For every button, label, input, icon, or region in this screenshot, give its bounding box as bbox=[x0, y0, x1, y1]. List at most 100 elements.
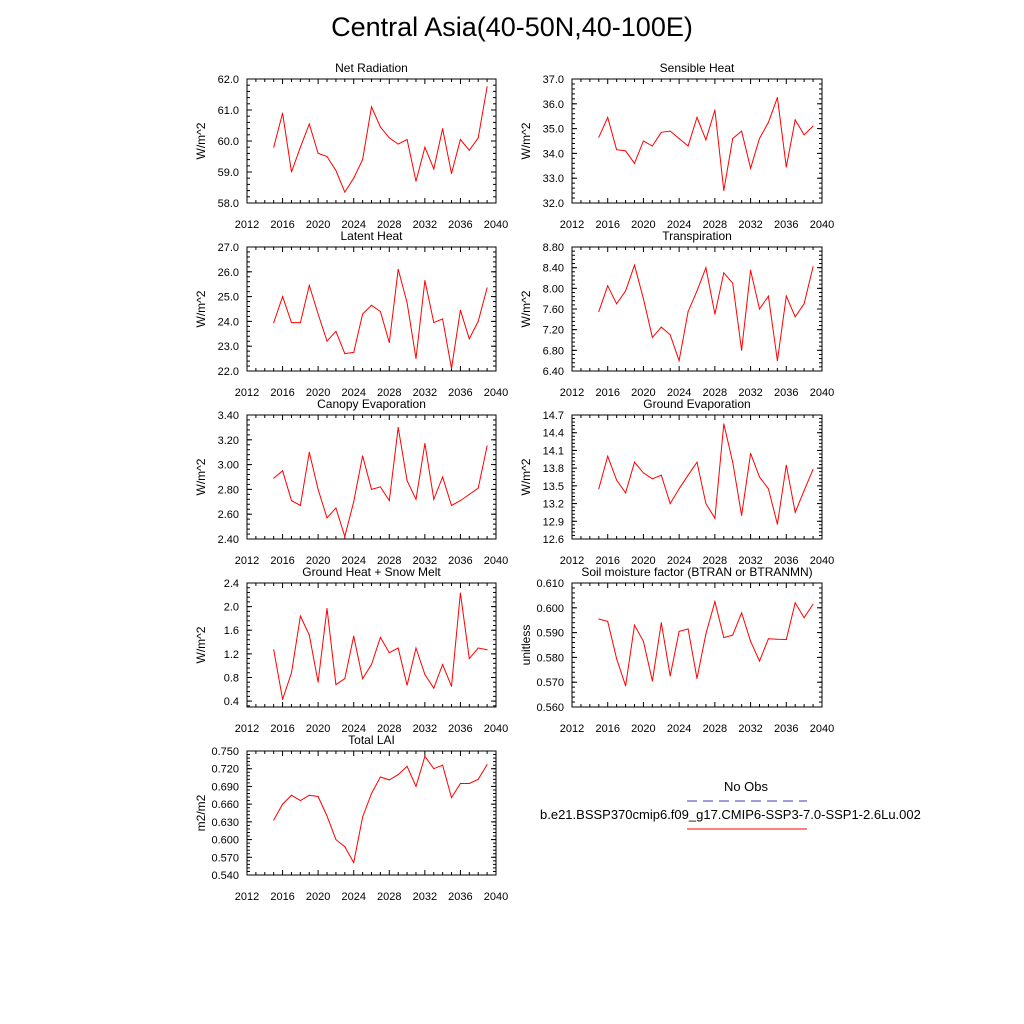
chart-panel-3: Latent Heat W/m^2 2012 2016 2020 2024 2028 2032… bbox=[194, 229, 508, 399]
data-point bbox=[388, 500, 390, 502]
y-tick-label: 0.750 bbox=[211, 746, 239, 758]
data-point bbox=[433, 687, 435, 689]
y-tick-label: 24.0 bbox=[218, 316, 239, 328]
data-point bbox=[451, 368, 453, 370]
data-point bbox=[486, 649, 488, 651]
x-tick-label: 2012 bbox=[560, 219, 584, 231]
data-point bbox=[468, 658, 470, 660]
data-point bbox=[388, 652, 390, 654]
y-axis-label: W/m^2 bbox=[194, 290, 208, 327]
data-point bbox=[451, 173, 453, 175]
data-point bbox=[379, 776, 381, 778]
y-tick-label: 0.580 bbox=[536, 652, 564, 664]
y-tick-label: 14.7 bbox=[543, 410, 564, 422]
chart-title: Net Radiation bbox=[335, 61, 408, 75]
data-point bbox=[803, 617, 805, 619]
y-axis-label: W/m^2 bbox=[519, 122, 533, 159]
data-point bbox=[308, 123, 310, 125]
data-point bbox=[424, 674, 426, 676]
series-line bbox=[273, 427, 488, 539]
series-line bbox=[273, 269, 488, 369]
x-tick-label: 2032 bbox=[738, 723, 762, 735]
data-point bbox=[406, 302, 408, 304]
data-point bbox=[714, 313, 716, 315]
x-tick-label: 2016 bbox=[595, 555, 619, 567]
data-point bbox=[308, 284, 310, 286]
y-tick-label: 13.2 bbox=[543, 499, 564, 511]
y-tick-label: 61.0 bbox=[218, 105, 239, 117]
data-point bbox=[660, 326, 662, 328]
y-tick-label: 0.660 bbox=[211, 799, 239, 811]
data-point bbox=[415, 498, 417, 500]
y-tick-label: 1.2 bbox=[224, 649, 239, 661]
y-tick-label: 26.0 bbox=[218, 267, 239, 279]
y-tick-label: 1.6 bbox=[224, 625, 239, 637]
data-point bbox=[625, 685, 627, 687]
y-tick-label: 32.0 bbox=[543, 198, 564, 210]
x-tick-label: 2016 bbox=[270, 555, 294, 567]
y-tick-label: 33.0 bbox=[543, 173, 564, 185]
data-point bbox=[723, 272, 725, 274]
data-point bbox=[388, 779, 390, 781]
y-tick-label: 14.4 bbox=[543, 428, 564, 440]
data-point bbox=[625, 150, 627, 152]
data-point bbox=[660, 622, 662, 624]
plot-frame bbox=[571, 582, 823, 708]
data-point bbox=[598, 618, 600, 620]
y-tick-label: 2.4 bbox=[224, 578, 239, 590]
data-point bbox=[415, 358, 417, 360]
data-point bbox=[634, 624, 635, 626]
x-tick-label: 2040 bbox=[810, 219, 834, 231]
x-tick-label: 2028 bbox=[377, 219, 401, 231]
x-tick-label: 2024 bbox=[667, 723, 691, 735]
y-tick-label: 3.20 bbox=[218, 435, 239, 447]
chart-title: Transpiration bbox=[662, 229, 732, 243]
data-point bbox=[468, 782, 470, 784]
y-axis-label: W/m^2 bbox=[519, 290, 533, 327]
plot-frame bbox=[246, 78, 497, 204]
data-point bbox=[616, 479, 618, 481]
data-point bbox=[459, 309, 461, 311]
y-tick-label: 37.0 bbox=[543, 74, 564, 86]
data-point bbox=[273, 649, 275, 651]
data-point bbox=[767, 638, 769, 640]
x-tick-label: 2020 bbox=[306, 723, 330, 735]
y-tick-label: 13.5 bbox=[543, 481, 564, 493]
x-tick-label: 2020 bbox=[631, 723, 655, 735]
y-tick-label: 3.40 bbox=[218, 410, 239, 422]
data-point bbox=[687, 311, 689, 313]
y-tick-label: 0.560 bbox=[536, 702, 564, 714]
plot-frame bbox=[246, 246, 497, 372]
data-point bbox=[776, 638, 778, 640]
data-point bbox=[750, 269, 752, 271]
series-line bbox=[273, 592, 488, 700]
data-point bbox=[696, 116, 698, 118]
data-point bbox=[785, 295, 787, 297]
y-tick-label: 59.0 bbox=[218, 167, 239, 179]
data-point bbox=[642, 640, 644, 642]
data-point bbox=[335, 684, 337, 686]
data-point bbox=[651, 478, 653, 480]
chart-title: Sensible Heat bbox=[660, 61, 735, 75]
data-point bbox=[767, 295, 769, 297]
x-tick-label: 2036 bbox=[448, 219, 472, 231]
data-point bbox=[477, 137, 479, 139]
data-point bbox=[353, 862, 355, 864]
data-point bbox=[669, 503, 671, 505]
data-point bbox=[625, 492, 627, 494]
data-point bbox=[459, 592, 461, 594]
data-point bbox=[415, 180, 417, 182]
y-tick-label: 0.570 bbox=[536, 677, 564, 689]
data-point bbox=[812, 266, 814, 268]
x-tick-label: 2012 bbox=[235, 387, 259, 399]
y-tick-label: 0.720 bbox=[211, 764, 239, 776]
y-tick-label: 60.0 bbox=[218, 136, 239, 148]
series-line bbox=[598, 97, 814, 191]
y-tick-label: 2.0 bbox=[224, 602, 239, 614]
chart-title: Total LAI bbox=[348, 733, 395, 747]
data-point bbox=[371, 663, 372, 665]
y-tick-label: 12.6 bbox=[543, 534, 564, 546]
x-tick-label: 2032 bbox=[413, 891, 437, 903]
data-point bbox=[477, 487, 479, 489]
data-point bbox=[741, 612, 743, 614]
